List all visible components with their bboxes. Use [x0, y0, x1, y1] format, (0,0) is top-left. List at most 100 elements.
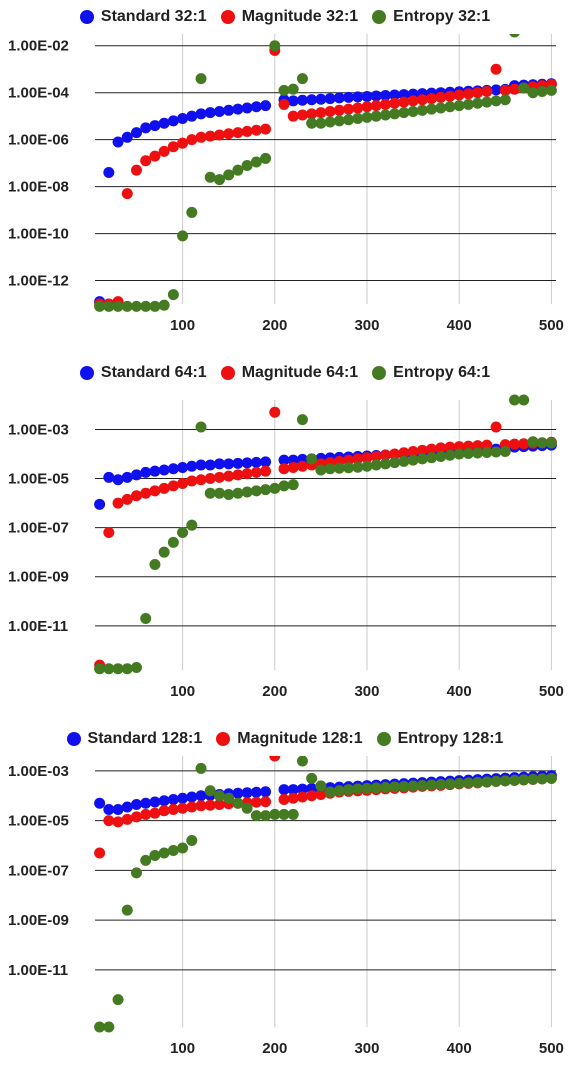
data-point[interactable] [204, 459, 216, 471]
data-point[interactable] [296, 756, 308, 767]
data-point[interactable] [195, 800, 207, 812]
data-point[interactable] [499, 775, 511, 787]
data-point[interactable] [204, 171, 216, 183]
data-point[interactable] [94, 1021, 106, 1033]
data-point[interactable] [140, 122, 152, 134]
data-point[interactable] [260, 123, 272, 135]
data-point[interactable] [426, 93, 438, 105]
data-point[interactable] [444, 441, 456, 453]
data-point[interactable] [103, 815, 115, 827]
data-point[interactable] [241, 787, 253, 799]
data-point[interactable] [158, 482, 170, 494]
data-point[interactable] [204, 785, 216, 797]
data-point[interactable] [407, 780, 419, 792]
data-point[interactable] [241, 125, 253, 137]
data-point[interactable] [333, 104, 345, 116]
data-point[interactable] [536, 773, 548, 785]
data-point[interactable] [140, 612, 152, 624]
data-point[interactable] [232, 469, 244, 481]
data-point[interactable] [250, 796, 262, 808]
data-point[interactable] [232, 127, 244, 139]
data-point[interactable] [407, 446, 419, 458]
data-point[interactable] [213, 174, 225, 186]
data-point[interactable] [250, 456, 262, 468]
data-point[interactable] [416, 94, 428, 106]
data-point[interactable] [361, 452, 373, 464]
legend-item-standard[interactable]: Standard 128:1 [66, 730, 202, 748]
data-point[interactable] [444, 449, 456, 461]
data-point[interactable] [407, 105, 419, 117]
data-point[interactable] [315, 780, 327, 792]
data-point[interactable] [435, 102, 447, 114]
data-point[interactable] [167, 844, 179, 856]
data-point[interactable] [195, 131, 207, 143]
data-point[interactable] [149, 849, 161, 861]
data-point[interactable] [204, 130, 216, 142]
data-point[interactable] [407, 454, 419, 466]
data-point[interactable] [140, 466, 152, 478]
data-point[interactable] [453, 777, 465, 789]
data-point[interactable] [158, 847, 170, 859]
data-point[interactable] [472, 97, 484, 109]
data-point[interactable] [379, 449, 391, 461]
data-point[interactable] [94, 847, 106, 859]
data-point[interactable] [333, 785, 345, 797]
data-point[interactable] [103, 1021, 115, 1033]
data-point[interactable] [260, 465, 272, 477]
data-point[interactable] [177, 802, 189, 814]
data-point[interactable] [186, 791, 198, 803]
data-point[interactable] [278, 98, 290, 110]
data-point[interactable] [94, 797, 106, 809]
data-point[interactable] [379, 458, 391, 470]
data-point[interactable] [121, 813, 133, 825]
data-point[interactable] [213, 471, 225, 483]
data-point[interactable] [103, 471, 115, 483]
data-point[interactable] [241, 102, 253, 114]
data-point[interactable] [389, 108, 401, 120]
data-point[interactable] [149, 465, 161, 477]
data-point[interactable] [186, 110, 198, 122]
data-point[interactable] [167, 803, 179, 815]
data-point[interactable] [315, 93, 327, 105]
data-point[interactable] [130, 490, 142, 502]
data-point[interactable] [112, 474, 124, 486]
data-point[interactable] [149, 558, 161, 570]
data-point[interactable] [490, 446, 502, 458]
data-point[interactable] [481, 96, 493, 108]
data-point[interactable] [278, 480, 290, 492]
data-point[interactable] [250, 156, 262, 168]
legend-item-entropy[interactable]: Entropy 64:1 [372, 364, 490, 382]
data-point[interactable] [177, 792, 189, 804]
data-point[interactable] [140, 854, 152, 866]
data-point[interactable] [296, 783, 308, 795]
data-point[interactable] [223, 792, 235, 804]
data-point[interactable] [490, 84, 502, 96]
data-point[interactable] [130, 127, 142, 139]
data-point[interactable] [352, 453, 364, 465]
data-point[interactable] [444, 90, 456, 102]
data-point[interactable] [536, 437, 548, 449]
data-point[interactable] [158, 795, 170, 807]
data-point[interactable] [545, 437, 557, 449]
data-point[interactable] [121, 493, 133, 505]
data-point[interactable] [379, 781, 391, 793]
data-point[interactable] [186, 801, 198, 813]
data-point[interactable] [435, 450, 447, 462]
data-point[interactable] [352, 113, 364, 125]
data-point[interactable] [130, 662, 142, 674]
data-point[interactable] [509, 774, 521, 786]
data-point[interactable] [103, 300, 115, 312]
data-point[interactable] [121, 131, 133, 143]
data-point[interactable] [213, 487, 225, 499]
data-point[interactable] [287, 95, 299, 107]
data-point[interactable] [260, 484, 272, 496]
data-point[interactable] [186, 475, 198, 487]
data-point[interactable] [130, 811, 142, 823]
data-point[interactable] [223, 128, 235, 140]
data-point[interactable] [361, 782, 373, 794]
data-point[interactable] [130, 300, 142, 312]
data-point[interactable] [426, 779, 438, 791]
data-point[interactable] [186, 835, 198, 847]
data-point[interactable] [278, 84, 290, 96]
data-point[interactable] [223, 470, 235, 482]
